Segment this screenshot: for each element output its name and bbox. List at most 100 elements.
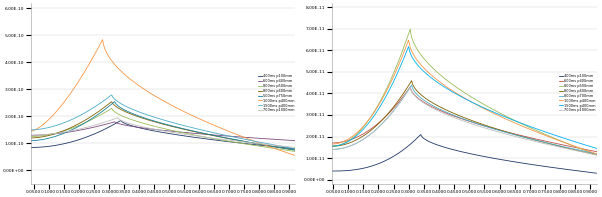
800ms p700mm bbox=[396, 102, 403, 104]
800ms p500mm bbox=[27, 136, 34, 138]
600ms p400mm bbox=[74, 129, 81, 132]
Line: 700ms p1000mm: 700ms p1000mm bbox=[31, 118, 296, 148]
700ms p1000mm bbox=[204, 136, 211, 139]
700ms p1000mm bbox=[95, 123, 102, 125]
400ms p100mm bbox=[485, 156, 492, 158]
800ms p600mm bbox=[227, 138, 234, 140]
600ms p400mm bbox=[448, 114, 456, 116]
Line: 1000ms p400mm: 1000ms p400mm bbox=[31, 40, 296, 156]
400ms p100mm bbox=[292, 148, 299, 150]
1500ms p400mm bbox=[396, 67, 403, 69]
700ms p1000mm bbox=[407, 86, 414, 88]
800ms p700mm bbox=[528, 138, 535, 140]
400ms p100mm bbox=[528, 163, 535, 166]
Line: 800ms p500mm: 800ms p500mm bbox=[31, 109, 296, 151]
800ms p500mm bbox=[292, 150, 299, 153]
Line: 600ms p400mm: 600ms p400mm bbox=[31, 122, 296, 141]
800ms p600mm bbox=[27, 137, 34, 139]
600ms p400mm bbox=[328, 142, 335, 144]
700ms p1000mm bbox=[485, 128, 492, 130]
400ms p100mm bbox=[396, 151, 403, 154]
800ms p700mm bbox=[375, 126, 382, 129]
800ms p600mm bbox=[448, 111, 456, 114]
1000ms p400mm bbox=[448, 89, 456, 92]
500ms p750mm bbox=[227, 138, 234, 140]
700ms p1000mm bbox=[114, 117, 121, 119]
800ms p600mm bbox=[74, 123, 81, 126]
700ms p1000mm bbox=[74, 128, 81, 131]
400ms p100mm bbox=[184, 135, 191, 138]
Line: 500ms p750mm: 500ms p750mm bbox=[31, 102, 296, 150]
1500ms p400mm bbox=[227, 135, 234, 138]
1500ms p400mm bbox=[204, 130, 211, 133]
500ms p750mm bbox=[95, 113, 102, 115]
1500ms p400mm bbox=[328, 145, 335, 147]
800ms p600mm bbox=[528, 138, 535, 140]
600ms p400mm bbox=[227, 135, 234, 138]
600ms p400mm bbox=[375, 122, 382, 124]
400ms p100mm bbox=[375, 163, 382, 165]
800ms p600mm bbox=[184, 129, 191, 131]
800ms p500mm bbox=[328, 145, 335, 147]
500ms p750mm bbox=[27, 139, 34, 142]
600ms p400mm bbox=[184, 132, 191, 134]
1000ms p400mm bbox=[204, 121, 211, 124]
400ms p100mm bbox=[328, 170, 335, 172]
1000ms p400mm bbox=[184, 112, 191, 114]
500ms p750mm bbox=[147, 119, 155, 121]
1000ms p400mm bbox=[99, 38, 106, 41]
Line: 800ms p600mm: 800ms p600mm bbox=[31, 102, 296, 150]
600ms p400mm bbox=[95, 125, 102, 127]
1500ms p400mm bbox=[405, 45, 412, 48]
500ms p750mm bbox=[111, 100, 118, 103]
800ms p700mm bbox=[485, 126, 492, 128]
800ms p500mm bbox=[184, 132, 191, 135]
1000ms p400mm bbox=[328, 143, 335, 145]
800ms p500mm bbox=[147, 124, 155, 126]
800ms p600mm bbox=[95, 110, 102, 113]
700ms p1000mm bbox=[147, 127, 155, 130]
Line: 1000ms p400mm: 1000ms p400mm bbox=[332, 40, 597, 154]
700ms p1000mm bbox=[396, 101, 403, 104]
800ms p700mm bbox=[328, 148, 335, 151]
800ms p600mm bbox=[375, 123, 382, 125]
Line: 1500ms p400mm: 1500ms p400mm bbox=[332, 46, 597, 148]
800ms p700mm bbox=[448, 113, 456, 116]
1000ms p400mm bbox=[593, 153, 600, 155]
600ms p400mm bbox=[593, 151, 600, 153]
400ms p100mm bbox=[74, 139, 81, 141]
Line: 400ms p100mm: 400ms p100mm bbox=[332, 135, 597, 173]
Line: 400ms p100mm: 400ms p100mm bbox=[31, 121, 296, 149]
800ms p500mm bbox=[108, 107, 115, 110]
400ms p100mm bbox=[227, 141, 234, 143]
400ms p100mm bbox=[448, 148, 456, 151]
800ms p600mm bbox=[204, 133, 211, 136]
800ms p700mm bbox=[408, 84, 415, 86]
Line: 800ms p500mm: 800ms p500mm bbox=[332, 29, 597, 155]
600ms p400mm bbox=[485, 126, 492, 128]
Line: 800ms p600mm: 800ms p600mm bbox=[332, 81, 597, 155]
600ms p400mm bbox=[396, 100, 403, 102]
Line: 600ms p400mm: 600ms p400mm bbox=[332, 87, 597, 152]
1500ms p400mm bbox=[375, 108, 382, 111]
700ms p1000mm bbox=[328, 148, 335, 151]
1000ms p400mm bbox=[528, 129, 535, 131]
800ms p600mm bbox=[485, 125, 492, 127]
400ms p100mm bbox=[95, 131, 102, 133]
400ms p100mm bbox=[117, 119, 125, 122]
Legend: 400ms p100mm, 600ms p400mm, 800ms p500mm, 800ms p600mm, 800ms p700mm, 1000ms p40: 400ms p100mm, 600ms p400mm, 800ms p500mm… bbox=[559, 74, 595, 112]
1000ms p400mm bbox=[485, 110, 492, 112]
1500ms p400mm bbox=[528, 126, 535, 128]
600ms p400mm bbox=[147, 128, 155, 130]
1500ms p400mm bbox=[108, 94, 115, 96]
700ms p1000mm bbox=[27, 134, 34, 137]
800ms p500mm bbox=[204, 136, 211, 139]
800ms p600mm bbox=[292, 149, 299, 151]
700ms p1000mm bbox=[184, 133, 191, 136]
400ms p100mm bbox=[505, 160, 512, 162]
600ms p400mm bbox=[111, 121, 118, 123]
1500ms p400mm bbox=[505, 117, 512, 120]
1500ms p400mm bbox=[485, 109, 492, 111]
800ms p600mm bbox=[396, 98, 403, 100]
1000ms p400mm bbox=[147, 92, 155, 95]
